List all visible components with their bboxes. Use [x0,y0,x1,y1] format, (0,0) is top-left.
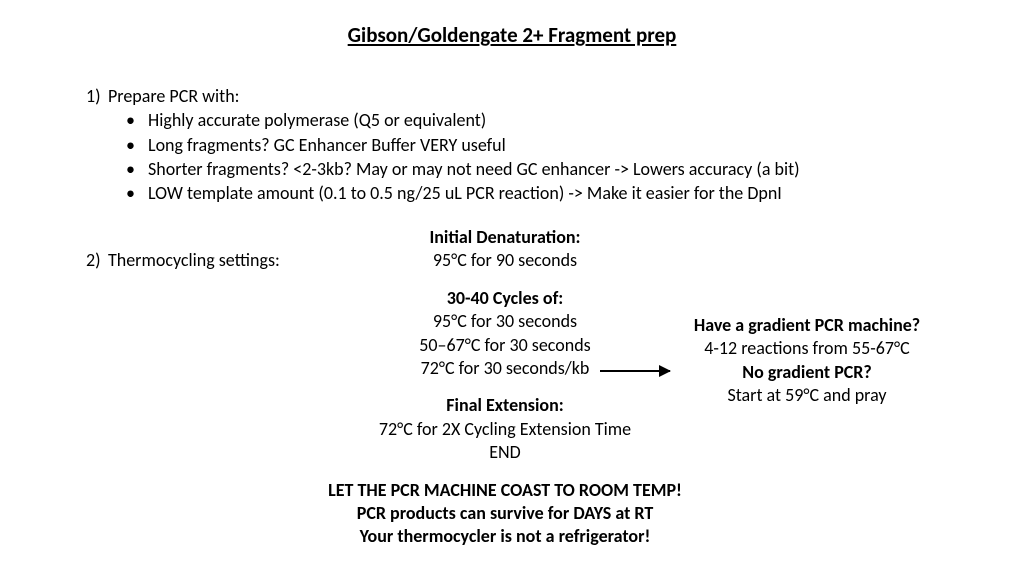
no-gradient-line: Start at 59°C and pray [672,384,942,407]
step-1-label: Prepare PCR with: [108,85,239,107]
note-line: Your thermocycler is not a refrigerator! [295,525,715,548]
note-line: PCR products can survive for DAYS at RT [295,502,715,525]
step-2: 2) Thermocycling settings: [108,249,280,271]
arrow-icon [600,370,670,372]
gradient-header: Have a gradient PCR machine? [672,314,942,337]
final-ext-line: 72°C for 2X Cycling Extension Time [295,418,715,441]
final-ext-end: END [295,441,715,464]
step-2-number: 2) [86,249,101,271]
cycles-line: 72°C for 30 seconds/kb [295,357,715,380]
cycles-line: 95°C for 30 seconds [295,310,715,333]
step-1-bullets: Highly accurate polymerase (Q5 or equiva… [108,108,800,205]
cycles-header: 30-40 Cycles of: [295,287,715,310]
gradient-line: 4-12 reactions from 55-67°C [672,337,942,360]
step-2-label: Thermocycling settings: [108,249,280,271]
step-1: 1) Prepare PCR with: Highly accurate pol… [108,84,800,205]
initial-denat-line: 95°C for 90 seconds [295,249,715,272]
initial-denat-header: Initial Denaturation: [295,226,715,249]
cycles-line: 50–67°C for 30 seconds [295,334,715,357]
step-1-number: 1) [86,84,101,108]
final-ext-header: Final Extension: [295,394,715,417]
no-gradient-header: No gradient PCR? [672,361,942,384]
bullet-item: LOW template amount (0.1 to 0.5 ng/25 uL… [148,181,800,205]
bullet-item: Shorter fragments? <2-3kb? May or may no… [148,157,800,181]
gradient-pcr-note: Have a gradient PCR machine? 4-12 reacti… [672,314,942,408]
thermocycling-settings: Initial Denaturation: 95°C for 90 second… [295,226,715,549]
page-title: Gibson/Goldengate 2+ Fragment prep [0,0,1024,48]
bullet-item: Long fragments? GC Enhancer Buffer VERY … [148,133,800,157]
note-line: LET THE PCR MACHINE COAST TO ROOM TEMP! [295,479,715,502]
bullet-item: Highly accurate polymerase (Q5 or equiva… [148,108,800,132]
